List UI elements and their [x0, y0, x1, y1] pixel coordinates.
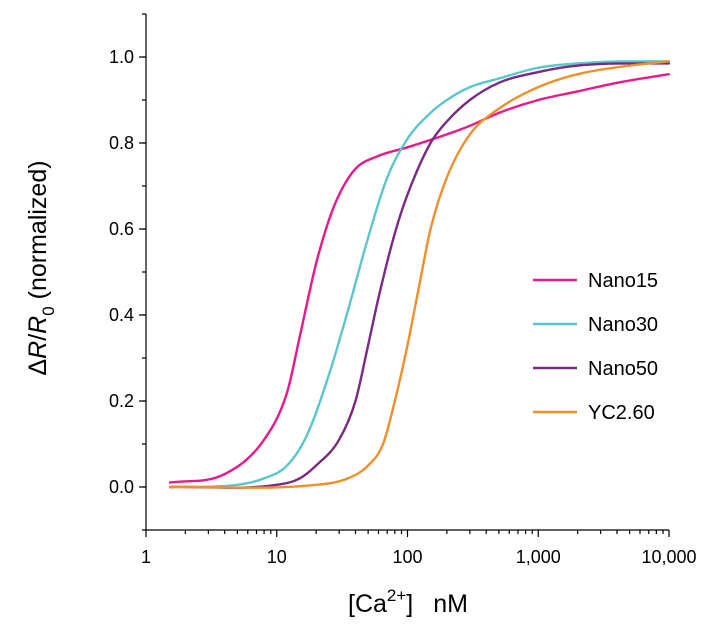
data-point-nano50: [338, 438, 341, 441]
data-point-yc2-60: [381, 442, 385, 446]
data-point-nano15: [445, 133, 448, 136]
data-point-nano50: [497, 81, 500, 84]
data-point-nano50: [429, 141, 432, 145]
data-point-nano15: [497, 111, 500, 114]
data-point-nano15: [576, 90, 579, 93]
data-point-nano50: [468, 98, 471, 102]
data-point-nano50: [275, 483, 278, 486]
data-point-nano15: [468, 124, 471, 127]
data-point-nano30: [305, 434, 308, 437]
x-axis-title-main: [Ca: [348, 590, 387, 618]
data-point-yc2-60: [537, 86, 540, 89]
data-point-yc2-60: [367, 464, 370, 467]
data-point-yc2-60: [576, 73, 579, 76]
data-point-nano50: [377, 296, 380, 299]
y-axis-title-delta: Δ: [24, 359, 52, 376]
data-point-nano30: [262, 477, 266, 480]
x-tick-label: 1: [141, 547, 151, 567]
data-points: [223, 60, 671, 486]
data-point-nano15: [327, 219, 330, 222]
data-point-nano30: [497, 77, 500, 80]
x-tick-label: 10,000: [641, 547, 696, 567]
data-point-yc2-60: [667, 60, 671, 63]
y-tick-label: 1.0: [109, 47, 134, 67]
y-tick-label: 0.0: [109, 477, 134, 497]
legend-label-nano50: Nano50: [588, 358, 658, 380]
data-point-nano30: [346, 309, 349, 312]
data-point-yc2-60: [346, 477, 349, 480]
data-point-nano50: [667, 62, 671, 65]
x-tick-label: 10: [267, 547, 287, 567]
data-point-nano50: [406, 193, 409, 196]
data-point-yc2-60: [429, 227, 432, 231]
data-point-nano30: [406, 137, 409, 140]
data-point-nano50: [576, 64, 579, 67]
y-axis-title-r0: R: [24, 316, 52, 334]
data-point-yc2-60: [406, 344, 409, 347]
y-tick-label: 0.8: [109, 133, 134, 153]
data-point-nano50: [367, 344, 370, 347]
data-point-nano15: [667, 73, 671, 76]
data-point-nano50: [354, 399, 357, 403]
series-line-nano15: [168, 73, 670, 484]
data-point-nano30: [386, 176, 389, 179]
data-point-nano30: [367, 236, 370, 239]
data-point-nano15: [286, 391, 289, 394]
x-axis-title: [Ca2+] nM: [348, 586, 468, 618]
data-point-nano30: [429, 111, 432, 114]
data-point-yc2-60: [419, 279, 422, 282]
data-point-nano15: [298, 335, 301, 338]
data-point-nano30: [576, 62, 579, 65]
data-point-nano15: [338, 193, 341, 196]
data-point-nano30: [445, 98, 448, 102]
data-point-nano30: [236, 483, 239, 486]
data-point-nano15: [537, 98, 540, 102]
y-axis-title-subscript: 0: [39, 306, 58, 315]
x-axis-title-superscript: 2+: [387, 586, 406, 605]
data-point-yc2-60: [468, 133, 471, 136]
data-point-nano15: [615, 81, 619, 84]
data-point-nano15: [315, 262, 318, 265]
data-point-nano50: [393, 232, 396, 235]
legend-label-yc2-60: YC2.60: [588, 402, 655, 424]
data-point-yc2-60: [628, 64, 631, 67]
x-axis-title-unit: nM: [433, 590, 468, 618]
data-point-yc2-60: [497, 107, 500, 110]
data-point-yc2-60: [445, 176, 448, 179]
data-point-nano15: [223, 473, 226, 476]
legend-label-nano30: Nano30: [588, 314, 658, 336]
data-point-nano30: [537, 66, 540, 69]
data-point-nano30: [286, 464, 289, 467]
y-tick-label: 0.6: [109, 219, 134, 239]
data-point-yc2-60: [393, 399, 396, 403]
data-point-nano15: [406, 146, 409, 149]
data-point-nano50: [298, 477, 301, 480]
legend-label-nano15: Nano15: [588, 270, 658, 292]
y-axis-title: ΔR/R0 (normalized): [24, 160, 58, 375]
data-point-nano30: [468, 86, 471, 89]
y-tick-label: 0.4: [109, 305, 134, 325]
y-axis-title-slash: /: [24, 334, 52, 341]
y-axis-title-r: R: [24, 341, 52, 359]
data-point-nano50: [315, 464, 318, 467]
data-point-nano30: [628, 60, 631, 63]
data-point-nano15: [354, 167, 357, 170]
y-axis-title-normalized: (normalized): [24, 160, 52, 306]
data-point-nano15: [262, 438, 266, 441]
data-point-nano50: [537, 70, 540, 74]
data-point-nano30: [327, 374, 330, 377]
x-tick-label: 100: [392, 547, 422, 567]
y-tick-label: 0.2: [109, 391, 134, 411]
data-point-nano15: [377, 154, 380, 157]
data-point-yc2-60: [315, 483, 318, 486]
data-point-nano50: [445, 120, 448, 123]
data-point-nano50: [628, 62, 631, 65]
ticks: 1 10 100 1,000 10,000 0.0 0.2 0.4 0.6 0.8 1.0: [109, 13, 697, 567]
legend: Nano15 Nano30 Nano50 YC2.60: [533, 270, 658, 424]
x-axis-title-bracket: ]: [406, 590, 413, 618]
x-tick-label: 1,000: [516, 547, 561, 567]
